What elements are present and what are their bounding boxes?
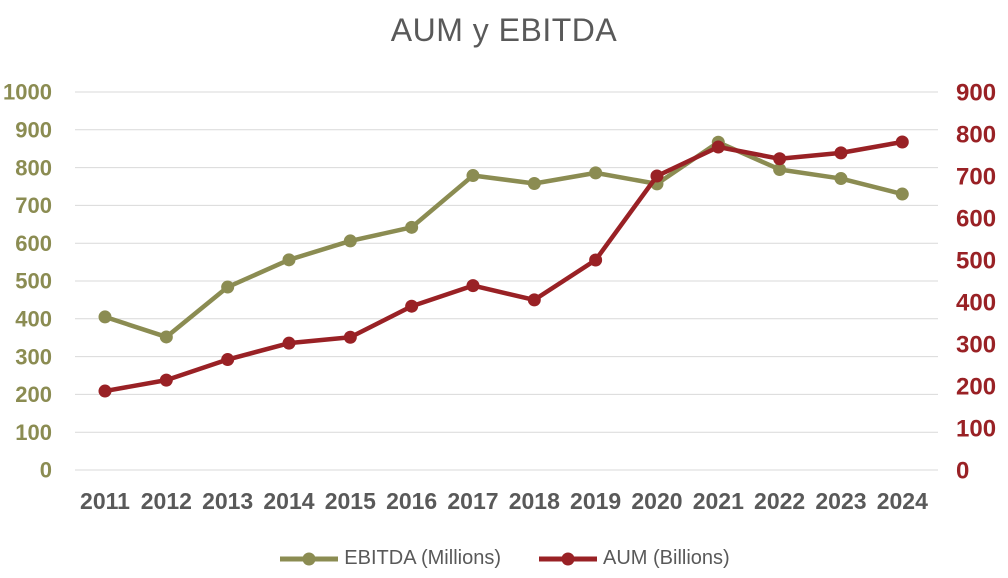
y-axis-right-tick-label: 100 — [956, 415, 996, 442]
data-point-aum-2018 — [527, 293, 541, 307]
y-axis-left-tick-label: 900 — [15, 118, 52, 143]
series-line-ebitda — [102, 140, 905, 340]
data-point-aum-2016 — [405, 299, 419, 313]
aum-line-marker-icon — [539, 552, 597, 565]
legend-label-ebitda: EBITDA (Millions) — [344, 547, 501, 569]
data-point-ebitda-2015 — [343, 234, 357, 248]
y-axis-right-tick-label: 600 — [956, 205, 996, 232]
x-axis-tick-label: 2012 — [141, 488, 192, 514]
data-point-ebitda-2023 — [834, 172, 848, 186]
legend: EBITDA (Millions) AUM (Billions) — [0, 547, 1008, 570]
legend-item-aum: AUM (Billions) — [537, 547, 730, 570]
x-axis-tick-label: 2021 — [693, 488, 744, 514]
data-point-aum-2014 — [282, 336, 296, 350]
x-axis-tick-label: 2023 — [815, 488, 866, 514]
data-point-ebitda-2016 — [405, 220, 419, 234]
y-axis-right-tick-label: 500 — [956, 247, 996, 274]
data-point-aum-2015 — [343, 330, 357, 344]
y-axis-left-tick-label: 800 — [15, 155, 52, 180]
y-axis-left-tick-label: 200 — [15, 382, 52, 407]
y-axis-left-tick-label: 600 — [15, 231, 52, 256]
x-axis-tick-label: 2013 — [202, 488, 253, 514]
y-axis-left-tick-label: 1000 — [3, 80, 52, 105]
y-axis-right-tick-label: 0 — [956, 457, 969, 484]
x-axis-tick-label: 2017 — [447, 488, 498, 514]
y-axis-left-tick-label: 300 — [15, 344, 52, 369]
data-point-aum-2012 — [159, 373, 173, 387]
data-point-aum-2021 — [711, 140, 725, 154]
y-axis-right-tick-label: 700 — [956, 163, 996, 190]
x-axis-tick-label: 2014 — [263, 488, 314, 514]
x-axis-tick-label: 2019 — [570, 488, 621, 514]
y-axis-right-tick-label: 400 — [956, 289, 996, 316]
data-point-ebitda-2013 — [221, 280, 235, 294]
data-point-aum-2011 — [98, 384, 112, 398]
y-axis-left-tick-label: 0 — [40, 458, 52, 483]
y-axis-left-tick-label: 100 — [15, 420, 52, 445]
x-axis-tick-label: 2016 — [386, 488, 437, 514]
x-axis-tick-label: 2024 — [877, 488, 928, 514]
x-axis-tick-label: 2015 — [325, 488, 376, 514]
x-axis-tick-label: 2011 — [80, 488, 130, 514]
data-point-ebitda-2012 — [159, 330, 173, 344]
data-point-ebitda-2014 — [282, 253, 296, 267]
y-axis-left-tick-label: 400 — [15, 307, 52, 332]
legend-item-ebitda: EBITDA (Millions) — [278, 547, 501, 570]
data-point-aum-2017 — [466, 279, 480, 293]
y-axis-right-tick-label: 200 — [956, 373, 996, 400]
data-point-aum-2023 — [834, 146, 848, 160]
data-point-aum-2019 — [589, 253, 603, 267]
x-axis-tick-label: 2020 — [631, 488, 682, 514]
y-axis-left-tick-label: 700 — [15, 193, 52, 218]
y-axis-right-tick-label: 300 — [956, 331, 996, 358]
chart-title: AUM y EBITDA — [390, 12, 618, 48]
y-axis-right-tick-label: 900 — [956, 79, 996, 106]
data-point-ebitda-2019 — [589, 166, 603, 180]
data-point-ebitda-2018 — [527, 176, 541, 190]
data-point-aum-2024 — [895, 135, 909, 149]
data-point-ebitda-2022 — [773, 162, 787, 176]
data-point-aum-2020 — [650, 169, 664, 183]
ebitda-line-marker-icon — [280, 552, 339, 565]
y-axis-left-tick-label: 500 — [15, 269, 52, 294]
series-line-aum — [102, 139, 905, 394]
x-axis-tick-label: 2018 — [509, 488, 560, 514]
data-point-ebitda-2024 — [895, 187, 909, 201]
data-point-aum-2022 — [773, 152, 787, 166]
data-point-aum-2013 — [221, 353, 235, 367]
x-axis-tick-label: 2022 — [754, 488, 805, 514]
data-point-ebitda-2017 — [466, 169, 480, 183]
legend-label-aum: AUM (Billions) — [603, 547, 730, 569]
data-point-ebitda-2011 — [98, 310, 112, 324]
y-axis-right-tick-label: 800 — [956, 121, 996, 148]
